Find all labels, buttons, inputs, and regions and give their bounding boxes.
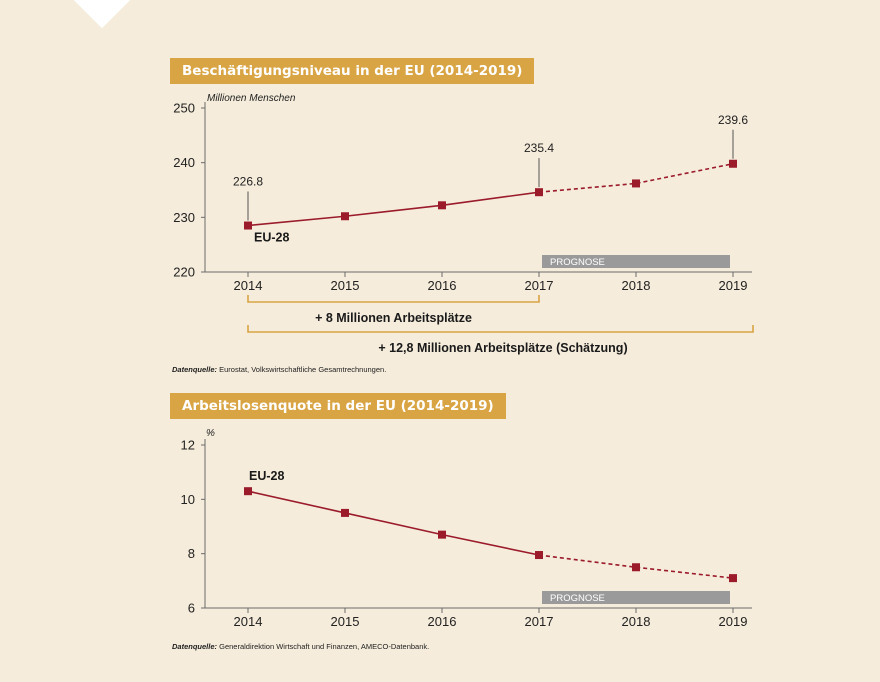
prognose-band <box>542 591 730 604</box>
series-label: EU-28 <box>254 231 289 245</box>
x-tick-label: 2016 <box>428 278 457 293</box>
series-line-actual <box>247 490 540 556</box>
x-tick-label: 2018 <box>622 614 651 629</box>
prognose-label: PROGNOSE <box>550 257 605 268</box>
data-label: 235.4 <box>524 141 554 155</box>
y-tick-label: 250 <box>173 101 195 116</box>
corner-decoration <box>73 0 131 29</box>
series-line-forecast <box>538 162 734 193</box>
source-lead: Datenquelle: <box>172 642 218 651</box>
data-point <box>341 212 349 221</box>
prognose-band <box>542 255 730 268</box>
x-tick-label: 2019 <box>719 614 748 629</box>
data-point <box>729 574 737 583</box>
data-point <box>729 159 737 168</box>
y-tick-label: 6 <box>188 601 195 616</box>
x-tick-label: 2015 <box>331 278 360 293</box>
y-tick-label: 220 <box>173 265 195 280</box>
data-point <box>244 487 252 496</box>
source-note-employment: Datenquelle: Eurostat, Volkswirtschaftli… <box>172 365 386 374</box>
y-axis-unit-label: % <box>206 428 215 439</box>
source-note-unemployment: Datenquelle: Generaldirektion Wirtschaft… <box>172 642 429 651</box>
prognose-label: PROGNOSE <box>550 593 605 604</box>
x-tick-label: 2019 <box>719 278 748 293</box>
annotation-bracket <box>247 325 754 333</box>
x-tick-label: 2015 <box>331 614 360 629</box>
source-text: Generaldirektion Wirtschaft und Finanzen… <box>219 642 430 651</box>
data-label: 226.8 <box>233 175 263 189</box>
data-point <box>438 201 446 210</box>
data-label: 239.6 <box>718 113 748 127</box>
y-tick-label: 230 <box>173 210 195 225</box>
x-tick-label: 2017 <box>525 614 554 629</box>
chart-title-employment: Beschäftigungsniveau in der EU (2014-201… <box>170 58 535 84</box>
y-tick-label: 8 <box>188 546 195 561</box>
annotation-bracket <box>247 295 540 303</box>
data-point <box>632 179 640 188</box>
x-tick-label: 2018 <box>622 278 651 293</box>
y-axis-unit-label: Millionen Menschen <box>207 93 296 104</box>
series-line-forecast <box>538 554 734 579</box>
data-point <box>341 508 349 517</box>
x-tick-label: 2017 <box>525 278 554 293</box>
unemployment-line-chart: 6 8 10 12% PROGNOSE 2014 2015 2016 2017 2018 2019 E… <box>181 428 752 629</box>
y-tick-label: 12 <box>181 438 195 453</box>
series-label: EU-28 <box>249 469 284 483</box>
source-lead: Datenquelle: <box>172 365 218 374</box>
y-tick-label: 240 <box>173 155 195 170</box>
series-line-actual <box>247 191 540 227</box>
source-text: Eurostat, Volkswirtschaftliche Gesamtrec… <box>219 365 387 374</box>
annotation-label: + 8 Millionen Arbeitsplätze <box>315 311 472 325</box>
employment-line-chart: 220 230 240 250 Millionen Menschen PROGNOSE 20… <box>173 93 754 355</box>
y-tick-label: 10 <box>181 492 195 507</box>
data-point <box>244 221 252 230</box>
x-tick-label: 2014 <box>234 614 263 629</box>
x-tick-label: 2016 <box>428 614 457 629</box>
data-point <box>632 563 640 572</box>
chart-title-unemployment: Arbeitslosenquote in der EU (2014-2019) <box>170 393 506 419</box>
x-tick-label: 2014 <box>234 278 263 293</box>
annotation-label: + 12,8 Millionen Arbeitsplätze (Schätzun… <box>378 341 627 355</box>
data-point <box>535 188 543 197</box>
data-point <box>438 530 446 539</box>
data-point <box>535 551 543 560</box>
